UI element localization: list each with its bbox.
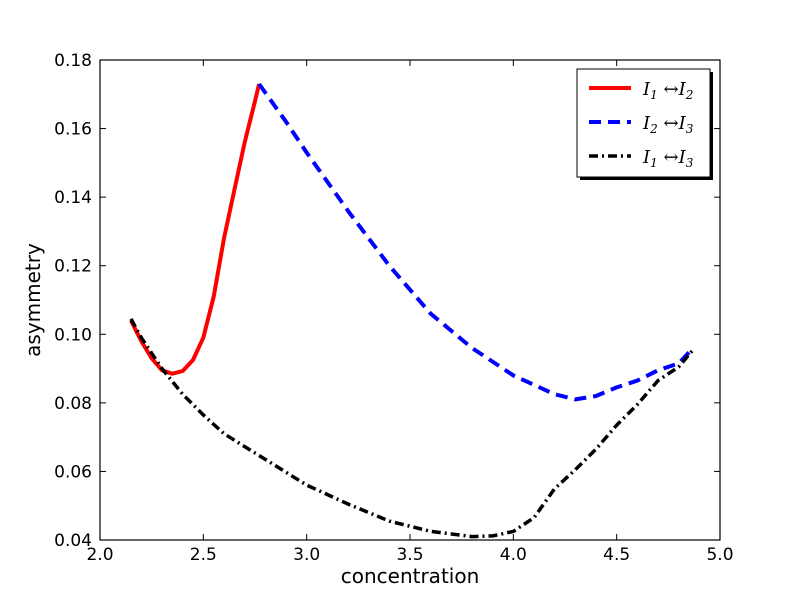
y-tick-label: 0.10 <box>54 325 92 345</box>
series-layer <box>129 82 695 539</box>
x-tick-label: 4.0 <box>500 545 527 565</box>
y-tick-label: 0.14 <box>54 188 92 208</box>
x-tick-label: 5.0 <box>706 545 733 565</box>
x-tick-label: 3.0 <box>293 545 320 565</box>
x-axis-label: concentration <box>341 564 480 588</box>
ticks-layer: 2.0 2.5 3.0 3.5 4.0 4.5 5.0 0.04 0.06 0.08 0.10 0.1… <box>54 51 733 565</box>
x-tick-label: 3.5 <box>396 545 423 565</box>
y-axis-label: asymmetry <box>21 243 45 357</box>
series-line-1 <box>129 83 262 376</box>
y-tick-label: 0.18 <box>54 51 92 71</box>
legend-label-2: I2 ↔I3 <box>642 113 694 136</box>
y-tick-label: 0.04 <box>54 531 92 551</box>
legend-label-1: I1 ↔I2 <box>642 79 693 102</box>
x-tick-label: 2.0 <box>86 545 113 565</box>
x-tick-label: 2.5 <box>190 545 217 565</box>
y-tick-label: 0.12 <box>54 257 92 277</box>
legend-label-3: I1 ↔I3 <box>642 147 694 170</box>
x-tick-label: 4.5 <box>603 545 630 565</box>
series-line-3 <box>129 318 695 539</box>
legend: I1 ↔I2 I2 ↔I3 I1 ↔I3 <box>576 68 713 180</box>
y-tick-label: 0.06 <box>54 462 92 482</box>
series-line-2 <box>257 82 695 402</box>
y-tick-label: 0.16 <box>54 120 92 140</box>
y-tick-label: 0.08 <box>54 394 92 414</box>
